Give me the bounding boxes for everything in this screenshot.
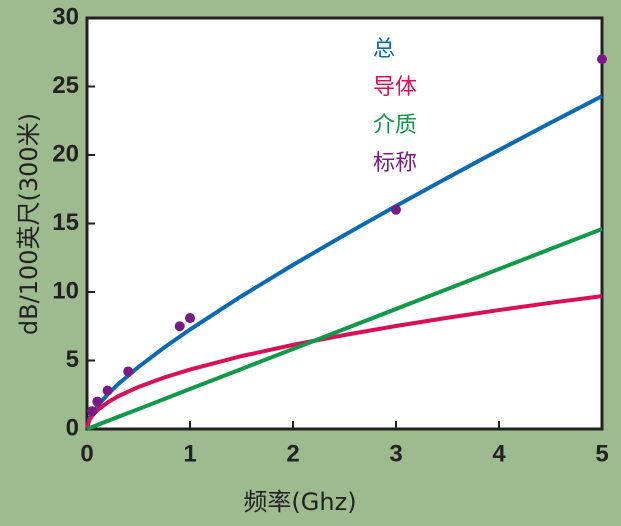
y-tick-label: 30 bbox=[52, 3, 79, 30]
y-tick-label: 25 bbox=[52, 72, 79, 99]
series-line bbox=[86, 227, 603, 431]
plot-area bbox=[87, 18, 602, 429]
legend-entry: 介质 bbox=[373, 113, 417, 138]
y-tick-label: 15 bbox=[52, 209, 79, 236]
data-point bbox=[87, 406, 98, 417]
legend-entry: 导体 bbox=[373, 75, 417, 100]
y-axis-label: dB/100英尺(300米) bbox=[15, 113, 43, 335]
data-point bbox=[102, 385, 113, 396]
x-axis-label: 频率(Ghz) bbox=[243, 488, 356, 516]
data-point bbox=[123, 366, 134, 377]
axes-frame bbox=[85, 16, 604, 431]
x-tick-label: 1 bbox=[183, 440, 196, 467]
data-point bbox=[597, 54, 607, 65]
data-point bbox=[185, 313, 195, 324]
x-tick-label: 3 bbox=[389, 440, 402, 467]
data-point bbox=[174, 321, 185, 332]
legend-entry: 总 bbox=[373, 37, 395, 62]
y-tick-label: 0 bbox=[66, 414, 79, 441]
x-tick-label: 2 bbox=[286, 440, 299, 467]
x-tick-label: 0 bbox=[80, 440, 93, 467]
data-point bbox=[391, 204, 401, 215]
x-tick-label: 5 bbox=[595, 440, 608, 467]
y-tick-label: 20 bbox=[52, 140, 79, 167]
data-point bbox=[92, 396, 103, 407]
y-tick-label: 5 bbox=[66, 346, 79, 373]
x-tick-label: 4 bbox=[492, 440, 506, 467]
legend-entry: 标称 bbox=[373, 151, 417, 176]
y-tick-label: 10 bbox=[52, 277, 79, 304]
